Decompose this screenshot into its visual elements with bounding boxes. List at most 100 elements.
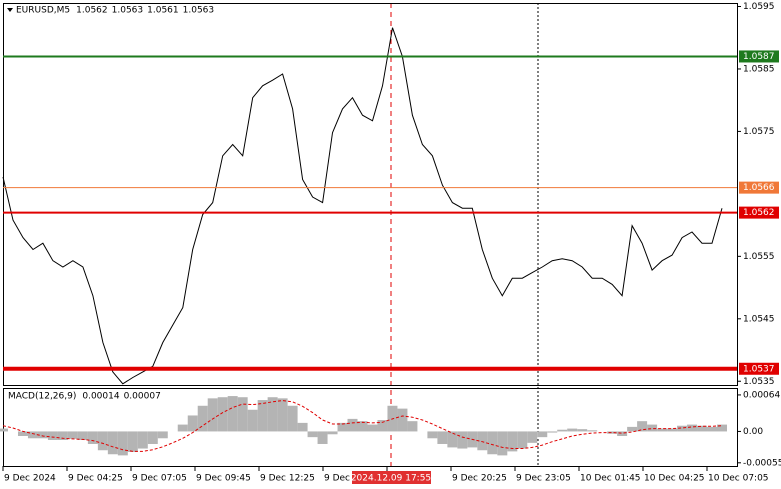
level-label: 1.0566 [743, 183, 775, 193]
y-tick-label: 1.0595 [743, 2, 775, 12]
y-tick-label: 1.0585 [743, 64, 775, 74]
price-line [2, 27, 723, 385]
histogram-bar [637, 421, 648, 432]
x-tick-label: 10 Dec 07:05 [708, 474, 769, 484]
level-label: 1.0537 [743, 364, 775, 374]
signal-line [2, 400, 723, 452]
x-tick-label: 9 Dec [324, 474, 350, 484]
histogram-bar [677, 425, 688, 432]
y-tick-label: 1.0545 [743, 314, 775, 324]
histogram-bar [147, 431, 158, 444]
histogram-bar [37, 431, 48, 439]
y-tick-label: 1.0555 [743, 252, 775, 262]
level-label-box [739, 206, 779, 219]
histogram-bar [47, 431, 58, 440]
histogram-bar [307, 431, 318, 438]
histogram-bar [17, 431, 28, 436]
histogram-bar [127, 431, 138, 452]
histogram-bar [117, 431, 128, 456]
x-tick-label: 10 Dec 01:45 [580, 474, 641, 484]
histogram-bar [437, 431, 448, 444]
histogram-bar [57, 431, 68, 440]
histogram-bar [377, 420, 388, 432]
symbol: EURUSD,M5 [16, 6, 70, 16]
histogram-bar [0, 428, 8, 432]
histogram-bar [267, 397, 278, 432]
histogram-bar [687, 424, 698, 432]
x-tick-label: 9 Dec 12:25 [260, 474, 315, 484]
histogram-bar [407, 421, 418, 432]
x-tick-label: 9 Dec 20:25 [452, 474, 507, 484]
histogram-bar [617, 431, 628, 436]
x-tick-label: 9 Dec 07:05 [132, 474, 187, 484]
histogram-bar [557, 429, 568, 432]
histogram-bar [337, 422, 348, 432]
histogram-bar [107, 431, 118, 455]
level-label-box [739, 50, 779, 63]
histogram-bar [667, 428, 678, 432]
level-label: 1.0562 [743, 208, 775, 218]
histogram-bar [397, 408, 408, 432]
indicator-reading: 0.00007 [124, 392, 161, 402]
histogram-bar [97, 431, 108, 451]
histogram-bar [217, 397, 228, 432]
histogram-bar [517, 431, 528, 449]
histogram-bar [447, 431, 458, 448]
y-tick-label: 1.0575 [743, 127, 775, 137]
level-label: 1.0587 [743, 52, 775, 62]
histogram-bar [507, 431, 518, 452]
histogram-bar [177, 424, 188, 432]
histogram-bar [27, 431, 38, 439]
histogram-bar [257, 400, 268, 432]
histogram-bar [487, 431, 498, 455]
x-tick-label: 9 Dec 23:05 [516, 474, 571, 484]
histogram-bar [227, 396, 238, 432]
x-tick-label: 9 Dec 04:25 [68, 474, 123, 484]
histogram-bar [367, 424, 378, 432]
histogram-bar [247, 409, 258, 432]
histogram-bar [297, 422, 308, 432]
level-label-box [739, 362, 779, 375]
histogram-bar [77, 431, 88, 440]
histogram-bar [87, 431, 98, 444]
ohlc-value: 1.0563 [183, 6, 215, 16]
histogram-bar [457, 431, 468, 449]
indicator-title: MACD(12,26,9) [8, 392, 76, 402]
x-tick-label: 9 Dec 09:45 [196, 474, 251, 484]
y-tick-label: 0.00 [743, 427, 763, 437]
cursor-label-box [352, 471, 431, 484]
histogram-bar [197, 405, 208, 432]
histogram-bar [567, 428, 578, 432]
histogram-bar [137, 431, 148, 449]
histogram-bar [237, 397, 248, 432]
histogram-bar [607, 431, 618, 434]
histogram-bar [347, 418, 358, 432]
cursor-label: 2024.12.09 17:55 [351, 474, 431, 484]
histogram-bar [537, 431, 548, 438]
histogram-bar [427, 431, 438, 439]
level-label-box [739, 181, 779, 194]
histogram-bar [327, 431, 338, 435]
histogram-bar [157, 431, 168, 439]
histogram-bar [477, 431, 488, 451]
histogram-bar [527, 431, 538, 443]
histogram-bar [657, 428, 668, 432]
histogram-bar [577, 429, 588, 432]
histogram-bar [647, 424, 658, 432]
histogram-bar [357, 421, 368, 432]
histogram-bar [187, 415, 198, 432]
main-panel [3, 3, 738, 386]
menu-arrow [7, 8, 13, 12]
histogram-bar [277, 398, 288, 432]
histogram-bar [497, 431, 508, 456]
histogram-bar [717, 424, 727, 432]
macd-panel [3, 388, 738, 467]
histogram-bar [287, 405, 298, 432]
histogram-bar [317, 431, 328, 444]
histogram-bar [67, 431, 78, 439]
ohlc-value: 1.0563 [112, 6, 144, 16]
y-tick-label: -0.00055 [743, 458, 781, 468]
ohlc-value: 1.0562 [76, 6, 108, 16]
y-tick-label: 0.00064 [743, 390, 780, 400]
